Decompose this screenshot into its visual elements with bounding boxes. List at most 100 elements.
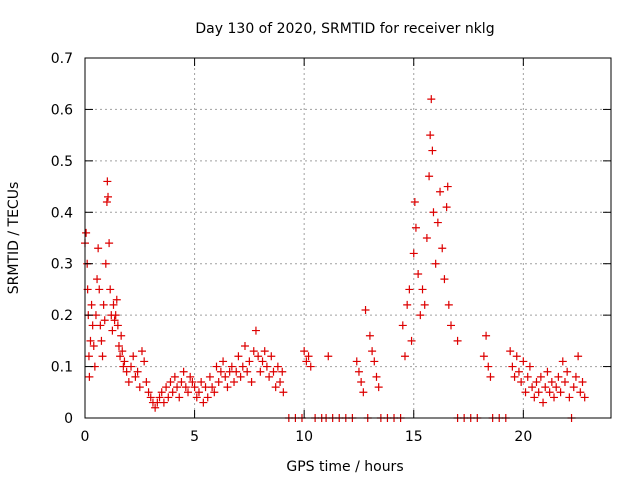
data-point <box>576 388 584 396</box>
data-point <box>324 352 332 360</box>
data-point <box>243 368 251 376</box>
data-point <box>506 347 514 355</box>
data-point <box>519 357 527 365</box>
data-point <box>215 378 223 386</box>
data-point <box>432 260 440 268</box>
data-point <box>305 352 313 360</box>
data-point <box>552 383 560 391</box>
data-point <box>120 357 128 365</box>
data-point <box>416 311 424 319</box>
y-tick-label: 0 <box>64 411 73 427</box>
data-point <box>438 244 446 252</box>
data-point <box>138 347 146 355</box>
data-point <box>182 383 190 391</box>
data-point <box>171 373 179 381</box>
data-point <box>370 357 378 365</box>
x-axis-label: GPS time / hours <box>286 459 403 475</box>
data-point <box>99 352 107 360</box>
data-point <box>530 393 538 401</box>
data-point <box>359 388 367 396</box>
data-point <box>234 352 242 360</box>
data-point <box>403 301 411 309</box>
chart-title: Day 130 of 2020, SRMTID for receiver nkl… <box>195 21 494 37</box>
data-point <box>204 393 212 401</box>
y-tick-label: 0.2 <box>51 308 73 324</box>
data-point <box>208 383 216 391</box>
data-point <box>219 357 227 365</box>
data-point <box>191 383 199 391</box>
x-tick-label: 5 <box>190 429 199 445</box>
data-point <box>421 301 429 309</box>
data-point <box>410 249 418 257</box>
data-point <box>239 363 247 371</box>
data-point <box>535 388 543 396</box>
data-point <box>517 378 525 386</box>
data-point <box>213 363 221 371</box>
data-point <box>166 378 174 386</box>
data-point <box>108 327 116 335</box>
data-point <box>426 131 434 139</box>
y-tick-label: 0.7 <box>51 51 73 67</box>
data-point <box>532 378 540 386</box>
data-point <box>169 388 177 396</box>
data-point <box>85 373 93 381</box>
data-point <box>486 373 494 381</box>
data-point <box>206 373 214 381</box>
data-point <box>300 347 308 355</box>
data-point <box>429 208 437 216</box>
data-point <box>541 383 549 391</box>
data-point <box>482 332 490 340</box>
data-point <box>160 399 168 407</box>
data-point <box>267 352 275 360</box>
data-point <box>570 383 578 391</box>
data-point <box>279 388 287 396</box>
data-point <box>581 393 589 401</box>
data-point <box>484 363 492 371</box>
data-point <box>256 368 264 376</box>
y-axis-label: SRMTID / TECUs <box>6 182 22 295</box>
data-point <box>274 363 282 371</box>
data-point <box>362 306 370 314</box>
data-point <box>95 285 103 293</box>
data-point <box>537 373 545 381</box>
data-point <box>134 368 142 376</box>
data-point <box>92 311 100 319</box>
data-point <box>263 363 271 371</box>
data-point <box>375 383 383 391</box>
data-point <box>142 378 150 386</box>
data-point <box>307 363 315 371</box>
data-point <box>513 352 521 360</box>
data-point <box>180 368 188 376</box>
data-point <box>427 95 435 103</box>
y-tick-label: 0.3 <box>51 257 73 273</box>
data-point <box>428 147 436 155</box>
axis-ticks: 00.10.20.30.40.50.60.70 5 10 15 20 <box>51 51 611 445</box>
data-point <box>103 198 111 206</box>
data-point <box>355 368 363 376</box>
data-point <box>543 368 551 376</box>
data-point <box>528 383 536 391</box>
x-tick-label: 10 <box>295 429 313 445</box>
y-tick-label: 0.6 <box>51 102 73 118</box>
y-tick-label: 0.5 <box>51 154 73 170</box>
data-point <box>228 363 236 371</box>
data-point <box>100 301 108 309</box>
data-point <box>217 368 225 376</box>
data-point <box>94 244 102 252</box>
data-point <box>366 332 374 340</box>
data-point <box>561 378 569 386</box>
data-point <box>480 352 488 360</box>
data-point <box>85 352 93 360</box>
data-point <box>563 368 571 376</box>
x-tick-label: 0 <box>81 429 90 445</box>
data-point <box>125 378 133 386</box>
data-point <box>158 388 166 396</box>
data-point <box>241 342 249 350</box>
data-point <box>88 301 96 309</box>
data-point <box>579 378 587 386</box>
data-point <box>405 285 413 293</box>
x-tick-label: 20 <box>514 429 532 445</box>
data-point <box>559 357 567 365</box>
data-point <box>230 378 238 386</box>
data-point <box>411 198 419 206</box>
